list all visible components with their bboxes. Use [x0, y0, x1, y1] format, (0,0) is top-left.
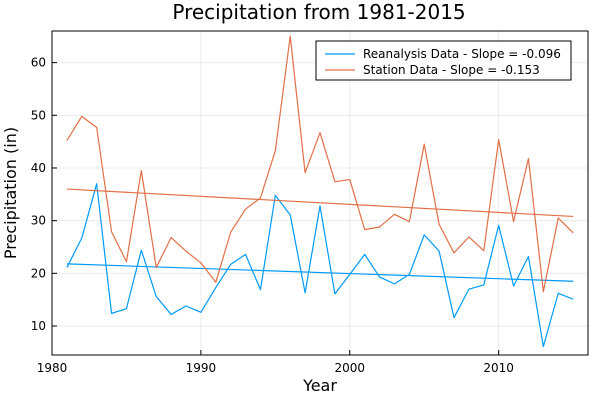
- legend: Reanalysis Data - Slope = -0.096 Station…: [315, 40, 572, 81]
- x-axis-label: Year: [302, 376, 337, 395]
- y-tick-label: 40: [31, 161, 46, 175]
- series-line-station: [66, 35, 574, 293]
- y-tick-label: 50: [31, 108, 46, 122]
- x-tick-label: 2000: [335, 361, 366, 375]
- y-tick-label: 60: [31, 56, 46, 70]
- y-tick-label: 10: [31, 319, 46, 333]
- y-tick-label: 30: [31, 214, 46, 228]
- y-tick-label: 20: [31, 266, 46, 280]
- plot-lines: [66, 35, 574, 348]
- y-axis-label: Precipitation (in): [1, 127, 20, 259]
- plot-frame: [51, 30, 589, 356]
- x-tick-label: 1990: [186, 361, 217, 375]
- legend-label-station: Station Data - Slope = -0.153: [363, 63, 540, 77]
- legend-box: [315, 40, 572, 81]
- chart-title: Precipitation from 1981-2015: [172, 0, 465, 24]
- legend-label-reanalysis: Reanalysis Data - Slope = -0.096: [363, 47, 561, 61]
- trend-line-station: [66, 188, 574, 218]
- x-tick-label: 1980: [37, 361, 68, 375]
- series-line-reanalysis: [66, 183, 574, 348]
- trend-line-reanalysis: [66, 263, 574, 282]
- x-tick-label: 2010: [483, 361, 514, 375]
